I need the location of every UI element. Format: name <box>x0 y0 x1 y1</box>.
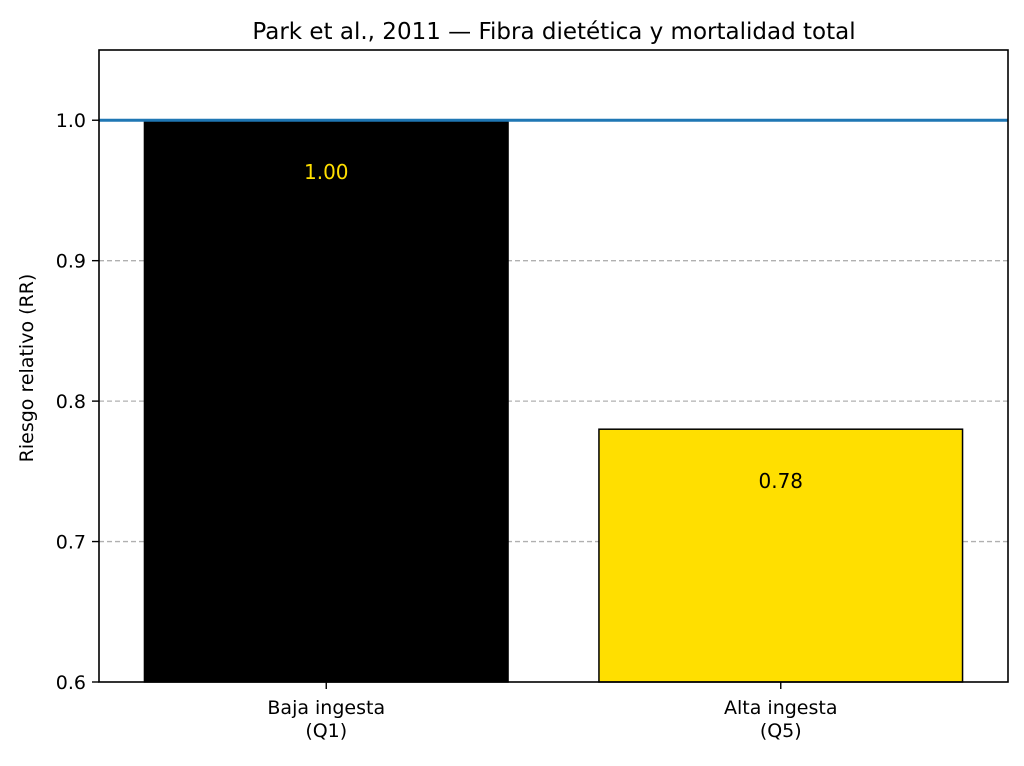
x-tick-label-line: Alta ingesta <box>724 697 837 719</box>
y-tick-label: 0.9 <box>56 251 86 273</box>
y-ticks: 0.6 0.7 0.8 0.9 1.0 <box>56 110 99 694</box>
plot-frame <box>98 49 1009 683</box>
value-label: 1.00 <box>304 160 349 184</box>
chart-title: Park et al., 2011 — Fibra dietética y mo… <box>252 19 855 45</box>
bar <box>143 119 509 683</box>
y-tick-label: 0.7 <box>56 532 86 554</box>
y-tick-label: 0.8 <box>56 391 86 413</box>
value-label: 0.78 <box>758 469 803 493</box>
y-tick-label: 1.0 <box>56 110 86 132</box>
x-tick-label-line: (Q5) <box>760 720 802 742</box>
bar <box>598 428 964 683</box>
x-tick-label: Alta ingesta (Q5) <box>724 697 837 742</box>
axes <box>98 49 1009 683</box>
x-tick-label-line: Baja ingesta <box>267 697 385 719</box>
x-ticks: Baja ingesta (Q1) Alta ingesta (Q5) <box>267 682 837 742</box>
x-tick-label-line: (Q1) <box>305 720 347 742</box>
y-tick-label: 0.6 <box>56 672 86 694</box>
value-labels: 1.00 0.78 <box>304 160 803 493</box>
x-tick-label: Baja ingesta (Q1) <box>267 697 385 742</box>
y-axis-label: Riesgo relativo (RR) <box>16 274 38 463</box>
bars <box>143 119 964 683</box>
